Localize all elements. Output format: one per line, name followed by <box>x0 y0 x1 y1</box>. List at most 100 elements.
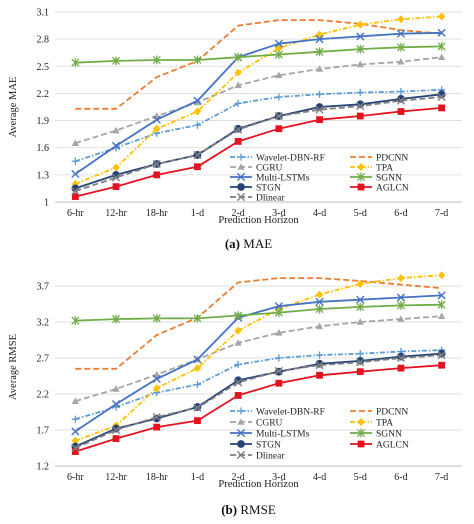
marker-x <box>396 29 406 38</box>
series-line <box>74 15 442 185</box>
marker-diamond <box>153 384 161 393</box>
marker-x <box>437 351 446 360</box>
x-tick-label: 6-hr <box>67 472 84 483</box>
series-line <box>75 96 442 192</box>
marker-triangle <box>71 397 79 404</box>
x-tick-label: 2-d <box>231 472 244 483</box>
marker-x <box>274 366 283 376</box>
marker-star <box>315 47 324 57</box>
marker-plus <box>397 88 405 96</box>
marker-square <box>275 125 283 133</box>
legend-label: TPA <box>376 163 393 173</box>
y-tick-label: 1 <box>44 198 49 209</box>
marker-x <box>111 425 121 435</box>
legend-label: Wavelet-DBN-RF <box>256 407 325 417</box>
series-tpa <box>71 271 446 445</box>
y-tick-label: 3.7 <box>37 282 50 293</box>
y-axis-label: Average MAE <box>8 77 19 138</box>
y-tick-label: 1.3 <box>37 170 50 181</box>
marker-square <box>234 392 242 399</box>
x-tick-label: 1-d <box>191 472 204 483</box>
series-pdcnn <box>75 277 442 370</box>
series-dlinear <box>71 351 446 453</box>
series-line <box>75 107 442 198</box>
marker-square <box>316 116 323 124</box>
marker-x <box>274 39 283 48</box>
legend-label: CGRU <box>256 163 283 173</box>
series-aglcn <box>71 361 446 455</box>
series-line <box>75 303 442 322</box>
marker-square <box>275 379 283 387</box>
panel-caption: (b) RMSE <box>221 502 276 517</box>
marker-plus <box>193 121 202 129</box>
marker-square <box>112 435 120 443</box>
marker-star <box>437 41 446 51</box>
caption-letter: (b) <box>221 502 240 517</box>
legend: Wavelet-DBN-RF PDCNN CGRU TPA Multi-LSTMs SGN… <box>230 153 409 203</box>
x-tick-label: 6-d <box>394 208 407 219</box>
x-tick-label: 18-hr <box>146 472 168 483</box>
marker-triangle <box>356 318 364 325</box>
series-line <box>75 88 442 163</box>
marker-square <box>112 183 120 191</box>
marker-star <box>152 314 161 323</box>
legend-label: Dlinear <box>256 193 285 203</box>
marker-diamond <box>193 364 202 373</box>
marker-square <box>357 183 365 191</box>
marker-x <box>356 32 365 41</box>
marker-plus <box>234 99 242 107</box>
marker-x <box>193 403 202 412</box>
panel-caption: (a) MAE <box>225 236 272 251</box>
marker-diamond <box>356 20 364 29</box>
marker-triangle <box>275 329 283 336</box>
marker-x <box>71 187 80 196</box>
marker-plus <box>315 90 324 98</box>
x-tick-label: 12-hr <box>105 208 127 219</box>
marker-triangle <box>112 126 120 134</box>
marker-triangle <box>112 385 120 392</box>
y-tick-label: 1.9 <box>37 116 50 127</box>
marker-diamond <box>315 290 324 299</box>
marker-diamond <box>357 163 365 171</box>
marker-star <box>356 172 366 182</box>
series-line <box>75 56 442 145</box>
marker-x <box>111 141 121 150</box>
marker-star <box>396 42 406 52</box>
marker-diamond <box>153 124 161 133</box>
series-line <box>75 315 442 403</box>
marker-x <box>193 96 202 105</box>
marker-x <box>193 150 202 160</box>
marker-diamond <box>438 271 446 280</box>
marker-star <box>356 428 366 438</box>
marker-plus <box>356 350 364 358</box>
marker-triangle <box>237 418 245 425</box>
legend-label: Multi-LSTMs <box>256 429 310 439</box>
marker-x <box>236 428 246 438</box>
marker-plus <box>234 360 242 369</box>
x-axis-label: Prediction Horizon <box>218 215 299 226</box>
series-sgnn <box>71 41 446 68</box>
marker-x <box>274 111 283 121</box>
marker-plus <box>237 407 245 415</box>
marker-triangle <box>193 98 202 106</box>
y-tick-label: 1.7 <box>37 426 50 437</box>
marker-square <box>71 448 79 455</box>
y-tick-label: 2.7 <box>37 354 50 365</box>
marker-x <box>396 293 406 302</box>
marker-x <box>315 361 324 370</box>
marker-plus <box>356 88 364 97</box>
series-aglcn <box>71 104 446 200</box>
marker-square <box>357 440 365 448</box>
marker-diamond <box>234 68 242 77</box>
marker-x <box>236 450 246 460</box>
legend-label: Wavelet-DBN-RF <box>256 153 325 163</box>
marker-x <box>437 291 446 300</box>
marker-diamond <box>357 418 365 426</box>
legend-label: CGRU <box>256 418 283 428</box>
marker-x <box>274 302 283 311</box>
marker-triangle <box>397 315 405 322</box>
marker-x <box>152 374 161 383</box>
marker-square <box>397 108 405 115</box>
marker-square <box>438 104 446 112</box>
